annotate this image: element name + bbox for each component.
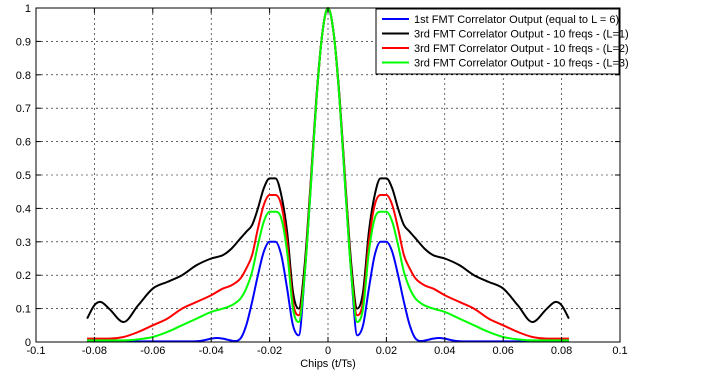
x-tick-label: 0.06 — [492, 345, 513, 357]
y-tick-label: 0.7 — [16, 103, 31, 115]
x-tick-label: 0.08 — [551, 345, 572, 357]
y-tick-label: 0 — [25, 337, 31, 349]
x-tick-label: -0.1 — [27, 345, 46, 357]
x-tick-label: -0.02 — [257, 345, 282, 357]
y-tick-label: 0.1 — [16, 304, 31, 316]
x-tick-label: 0.02 — [376, 345, 397, 357]
x-tick-label: -0.06 — [140, 345, 165, 357]
y-tick-label: 0.2 — [16, 270, 31, 282]
y-tick-label: 0.8 — [16, 70, 31, 82]
x-tick-label: 0 — [325, 345, 331, 357]
x-tick-label: 0.1 — [612, 345, 627, 357]
x-axis-label: Chips (t/Ts) — [300, 358, 356, 370]
y-tick-label: 0.6 — [16, 137, 31, 149]
legend: 1st FMT Correlator Output (equal to L = … — [375, 8, 629, 75]
y-tick-label: 0.3 — [16, 237, 31, 249]
legend-label: 1st FMT Correlator Output (equal to L = … — [414, 14, 619, 26]
legend-label: 3rd FMT Correlator Output - 10 freqs - (… — [414, 43, 629, 55]
tick-labels: -0.1 -0.08 -0.06 -0.04 -0.02 0 0.02 0.04 0.06 0.0… — [16, 3, 628, 357]
x-tick-label: 0.04 — [434, 345, 455, 357]
y-tick-label: 1 — [25, 3, 31, 15]
legend-label: 3rd FMT Correlator Output - 10 freqs - (… — [414, 29, 629, 41]
legend-box — [375, 8, 620, 75]
y-tick-label: 0.9 — [16, 36, 31, 48]
x-tick-label: -0.04 — [199, 345, 224, 357]
y-tick-label: 0.5 — [16, 170, 31, 182]
legend-label: 3rd FMT Correlator Output - 10 freqs - (… — [414, 58, 629, 70]
y-tick-label: 0.4 — [16, 203, 31, 215]
x-tick-label: -0.08 — [82, 345, 107, 357]
